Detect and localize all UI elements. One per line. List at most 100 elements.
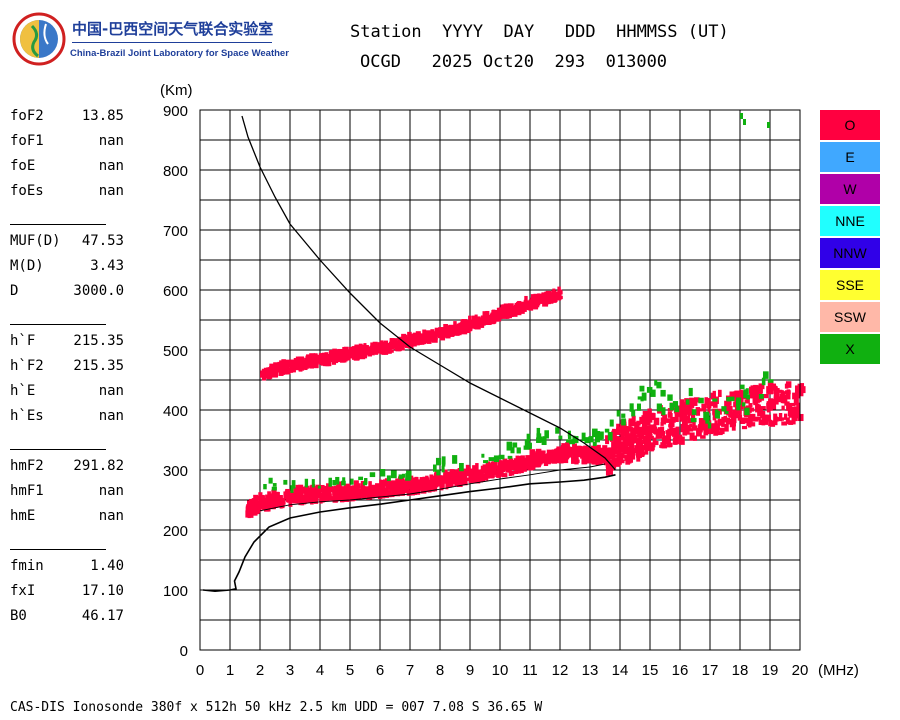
y-tick-label: 900 — [163, 103, 188, 120]
echo-point-o — [787, 407, 794, 417]
echo-point-o — [635, 437, 642, 446]
echo-point-o — [275, 491, 280, 500]
echo-point-o — [605, 435, 610, 445]
echo-point-o — [769, 420, 776, 427]
echo-point-o — [675, 435, 679, 445]
echo-point-x — [761, 377, 766, 386]
echo-point-o — [525, 456, 531, 465]
legend-item-sse: SSE — [820, 270, 880, 300]
x-axis-label: (MHz) — [818, 662, 859, 679]
echo-point-o — [415, 331, 421, 340]
x-tick-label: 5 — [346, 662, 354, 679]
echo-point-o — [389, 492, 395, 498]
echo-point-o — [316, 358, 322, 364]
echo-point-o — [667, 440, 671, 445]
echo-point-x — [698, 397, 704, 404]
echo-point-o — [437, 482, 443, 487]
echo-point-o — [746, 399, 750, 404]
y-tick-label: 500 — [163, 343, 188, 360]
echo-point-o — [423, 480, 427, 487]
echo-point-o — [470, 468, 475, 477]
echo-point-o — [450, 481, 454, 487]
echo-point-o — [630, 439, 635, 444]
echo-point-o — [425, 486, 429, 493]
echo-point-x — [527, 442, 532, 449]
legend-item-nne: NNE — [820, 206, 880, 236]
echo-point-o — [501, 461, 507, 468]
echo-point-x — [483, 460, 489, 464]
echo-point-x — [667, 394, 673, 401]
echo-point-x — [767, 122, 770, 128]
echo-point-o — [679, 407, 684, 417]
echo-point-o — [680, 417, 685, 422]
echo-point-o — [510, 309, 516, 314]
echo-point-o — [607, 466, 613, 475]
echo-point-o — [724, 403, 730, 409]
param-name: h`Es — [10, 408, 44, 424]
echo-point-x — [685, 399, 690, 405]
echo-point-o — [774, 416, 778, 421]
echo-point-o — [700, 435, 706, 439]
echo-point-x — [441, 465, 445, 473]
echo-point-o — [482, 321, 486, 326]
echo-point-o — [435, 328, 441, 336]
echo-point-o — [308, 498, 312, 503]
echo-point-o — [712, 401, 718, 408]
echo-point-o — [541, 292, 547, 301]
echo-point-o — [339, 488, 346, 495]
echo-point-o — [379, 479, 385, 487]
echo-point-o — [522, 305, 527, 312]
echo-point-o — [320, 354, 325, 362]
echo-point-o — [621, 431, 626, 437]
echo-point-o — [317, 492, 324, 499]
echo-point-o — [786, 392, 791, 400]
echo-point-x — [660, 389, 666, 397]
echo-point-o — [750, 407, 755, 412]
echo-point-o — [791, 418, 796, 425]
echo-point-o — [337, 494, 342, 501]
echo-point-o — [362, 491, 367, 495]
echo-point-o — [639, 416, 645, 425]
echo-point-o — [401, 342, 407, 347]
echo-point-o — [382, 487, 388, 495]
echo-point-o — [775, 388, 780, 397]
echo-point-o — [718, 418, 725, 425]
echo-point-o — [458, 329, 463, 334]
echo-point-o — [760, 406, 766, 410]
echo-point-o — [491, 461, 498, 470]
echo-point-o — [655, 431, 660, 439]
echo-point-o — [485, 461, 491, 469]
echo-point-o — [294, 499, 300, 503]
echo-point-o — [359, 491, 363, 495]
y-tick-label: 600 — [163, 283, 188, 300]
echo-point-x — [555, 427, 560, 434]
x-tick-label: 1 — [226, 662, 234, 679]
echo-point-o — [254, 509, 260, 514]
echo-point-o — [434, 475, 440, 484]
echo-point-o — [506, 312, 511, 318]
y-tick-label: 200 — [163, 523, 188, 540]
echo-point-o — [753, 384, 758, 393]
echo-point-o — [612, 444, 616, 452]
param-name: D — [10, 283, 19, 299]
echo-point-o — [424, 339, 430, 344]
echo-point-o — [788, 420, 794, 425]
param-value: 291.82 — [73, 458, 124, 474]
echo-point-o — [410, 481, 414, 486]
echo-point-o — [382, 479, 389, 486]
echo-point-o — [500, 312, 507, 317]
echo-point-o — [393, 487, 400, 496]
echo-point-o — [663, 435, 669, 445]
echo-point-o — [556, 291, 561, 301]
echo-point-o — [713, 428, 719, 436]
echo-point-o — [260, 495, 265, 500]
echo-point-x — [398, 474, 403, 480]
echo-point-o — [362, 353, 368, 359]
echo-point-x — [271, 486, 277, 491]
echo-point-o — [660, 422, 664, 426]
echo-point-x — [607, 431, 613, 441]
x-tick-label: 7 — [406, 662, 414, 679]
param-row: foF2 13.85 — [10, 108, 150, 133]
echo-point-o — [629, 433, 636, 442]
echo-point-o — [455, 478, 462, 486]
